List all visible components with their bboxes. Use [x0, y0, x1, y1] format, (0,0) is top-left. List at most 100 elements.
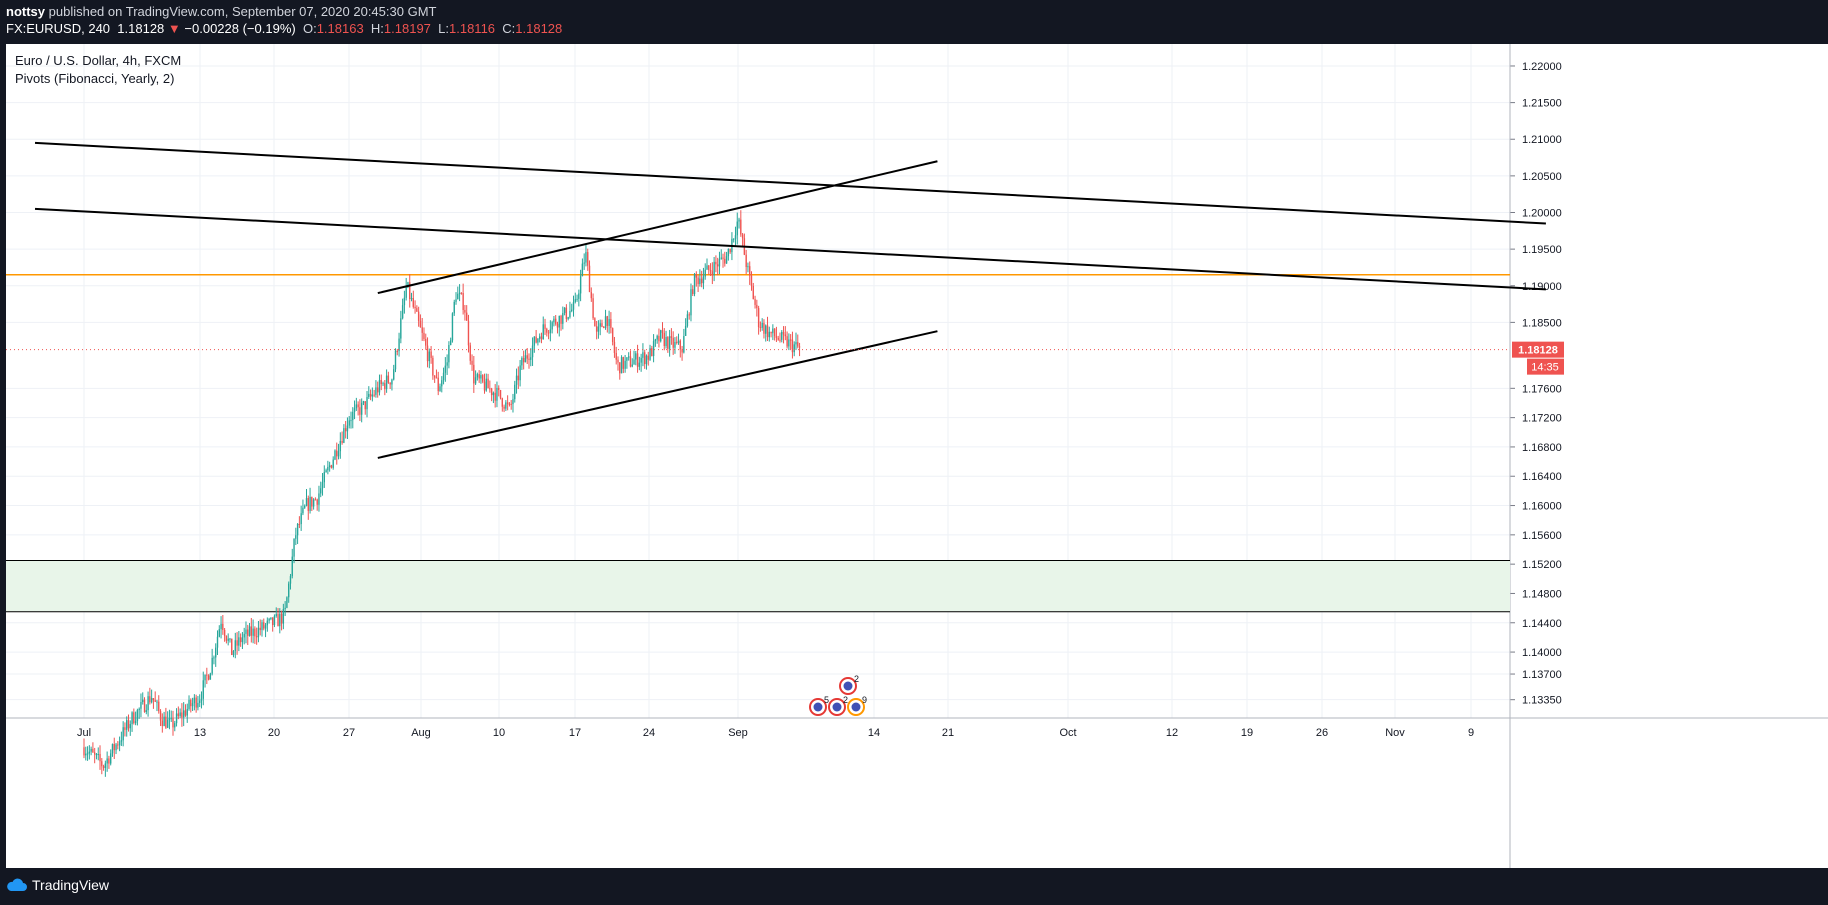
candle-body [307, 498, 309, 511]
candle-body [377, 387, 379, 393]
candle-body [316, 499, 318, 505]
candle-body [670, 336, 673, 338]
x-tick-label: 9 [1468, 727, 1474, 739]
candle-body [264, 625, 267, 629]
candle-body [218, 629, 220, 637]
candle-body [120, 740, 123, 742]
candle-body [649, 348, 651, 360]
candle-body [640, 357, 642, 363]
candle-body [174, 723, 176, 728]
price-chart[interactable]: 1.22000 1.21500 1.21000 1.20500 1.20000 1.195… [6, 44, 1828, 868]
candle-body [608, 319, 610, 326]
candle-body [243, 633, 245, 638]
candle-body [220, 623, 222, 630]
close-value: 1.18128 [515, 21, 563, 36]
candle-body [789, 339, 792, 341]
candle-body [537, 338, 539, 343]
candle-body [644, 352, 646, 365]
tradingview-logo[interactable]: TradingView [6, 877, 109, 893]
candle-body [667, 337, 669, 349]
candle-body [494, 392, 496, 401]
candle-body [305, 498, 308, 506]
candle-body [775, 336, 778, 338]
chart-area[interactable]: 1.22000 1.21500 1.21000 1.20500 1.20000 1.195… [6, 44, 1828, 868]
candle-body [709, 270, 712, 272]
candle-body [209, 673, 212, 680]
candle-body [215, 647, 217, 658]
candle-body [498, 387, 500, 390]
candle-body [784, 334, 787, 337]
candle-body [266, 620, 269, 626]
open-label: O: [302, 21, 317, 36]
candle-body [798, 346, 801, 348]
candle-body [627, 356, 630, 358]
candle-body [745, 254, 747, 268]
candle-body [403, 297, 406, 306]
candle-body [474, 377, 477, 384]
candle-body [113, 744, 115, 751]
candle-body [462, 292, 464, 310]
author-name[interactable]: nottsy [6, 4, 45, 19]
candle-body [231, 638, 233, 656]
candle-body [328, 465, 331, 467]
candle-body [339, 440, 342, 452]
candle-body [651, 348, 653, 357]
candle-body [375, 387, 377, 395]
candle-body [158, 701, 160, 712]
candle-body [359, 407, 361, 415]
trend-line [34, 207, 1546, 291]
candle-body [538, 336, 541, 339]
candle-body [300, 513, 302, 525]
candle-body [563, 307, 566, 314]
candle-body [161, 720, 164, 726]
candle-body [419, 320, 422, 328]
candle-body [394, 350, 397, 370]
candle-body [152, 698, 155, 701]
candle-body [371, 394, 374, 397]
candle-body [321, 482, 324, 489]
candle-body [715, 261, 717, 265]
candle-body [364, 401, 366, 410]
event-count: 5 [824, 695, 829, 705]
candle-body [309, 496, 311, 511]
candle-body [514, 384, 516, 400]
candle-body [108, 758, 110, 764]
candle-body [86, 753, 89, 755]
candle-body [133, 712, 135, 724]
candle-body [620, 357, 623, 374]
candle-body [725, 256, 728, 264]
candle-body [654, 339, 657, 342]
candle-body [588, 265, 591, 293]
x-tick-label: Oct [1059, 727, 1076, 739]
candle-body [118, 741, 121, 746]
candle-body [95, 754, 98, 756]
candle-body [92, 748, 94, 753]
candle-body [572, 302, 575, 310]
candle-body [432, 357, 434, 376]
candle-body [136, 710, 139, 722]
candle-body [435, 377, 438, 379]
candle-body [464, 309, 466, 313]
candle-body [540, 336, 543, 340]
candle-body [318, 493, 320, 505]
brand-name: TradingView [32, 877, 110, 893]
candle-body [293, 538, 295, 557]
candle-body [97, 753, 99, 755]
candle-body [526, 355, 528, 359]
cloud-icon [7, 878, 28, 891]
candle-body [727, 248, 730, 257]
candle-body [387, 375, 390, 383]
candle-body [658, 335, 660, 342]
candle-body [531, 345, 534, 358]
candle-body [330, 465, 333, 468]
candle-body [633, 359, 635, 365]
candle-body [409, 282, 411, 300]
candle-body [503, 406, 505, 409]
candle-body [352, 411, 354, 421]
candle-body [181, 712, 183, 718]
candle-body [401, 305, 404, 319]
candle-body [565, 307, 568, 319]
candle-body [496, 387, 498, 401]
candle-body [492, 392, 495, 396]
candle-body [674, 341, 676, 348]
